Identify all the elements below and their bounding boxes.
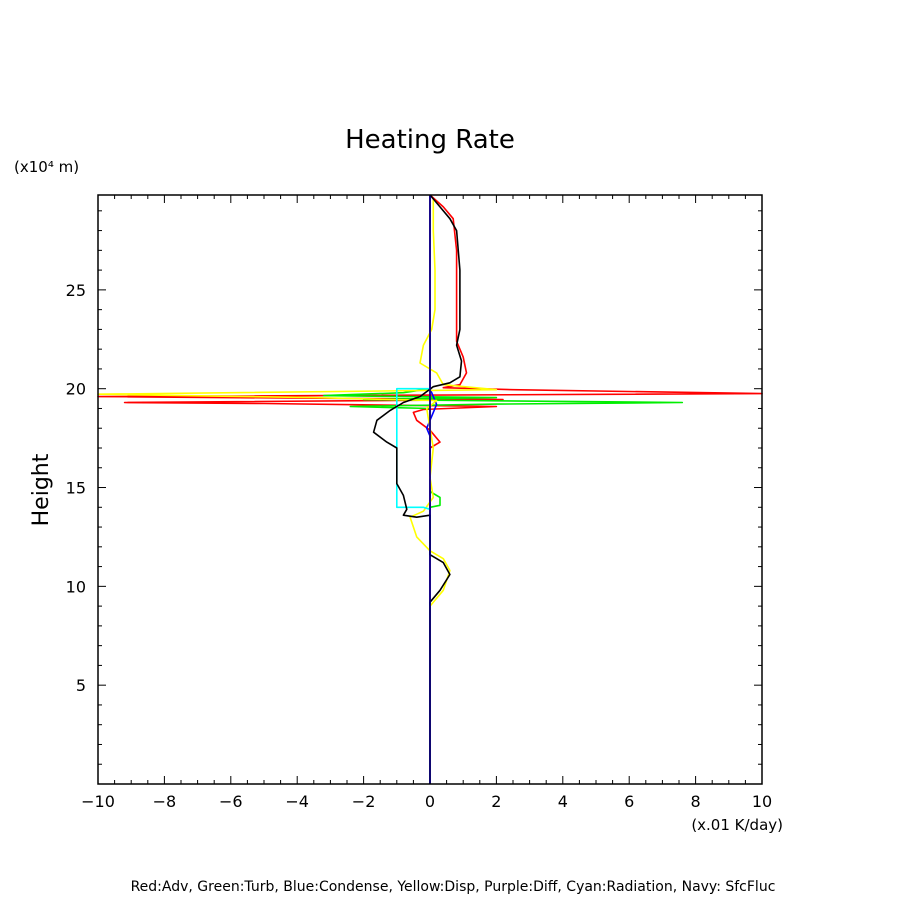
y-axis-unit: (x10⁴ m) (14, 158, 79, 176)
series-line-total (372, 194, 463, 784)
y-axis-label: Height (29, 453, 54, 526)
series-line-condense (425, 195, 438, 784)
x-tick-label: −8 (153, 792, 177, 811)
series-line-disp (97, 199, 498, 784)
x-tick-label: 2 (491, 792, 501, 811)
x-tick-label: 8 (691, 792, 701, 811)
x-tick-label: 6 (624, 792, 634, 811)
plot-frame (97, 194, 763, 785)
y-tick-label: 5 (76, 676, 86, 695)
series-lines (97, 194, 763, 784)
series-line-turb (323, 195, 684, 784)
x-tick-label: −6 (219, 792, 243, 811)
y-tick-label: 15 (66, 479, 86, 498)
y-tick-label: 10 (66, 577, 86, 596)
y-tick-label: 20 (66, 380, 86, 399)
chart-title: Heating Rate (345, 125, 515, 155)
x-tick-label: 10 (752, 792, 772, 811)
y-tick-label: 25 (66, 281, 86, 300)
x-tick-label: −10 (81, 792, 115, 811)
series-line-radiation (396, 387, 431, 511)
x-tick-label: −4 (285, 792, 309, 811)
tick-labels: −10 −8 −6 −4 −2 0 2 4 6 8 10 5 10 15 20 25 (66, 281, 773, 811)
x-tick-label: 0 (425, 792, 435, 811)
x-tick-label: 4 (558, 792, 568, 811)
x-axis-unit: (x.01 K/day) (691, 816, 783, 834)
x-tick-label: −2 (352, 792, 376, 811)
legend-footer: Red:Adv, Green:Turb, Blue:Condense, Yell… (131, 879, 776, 895)
